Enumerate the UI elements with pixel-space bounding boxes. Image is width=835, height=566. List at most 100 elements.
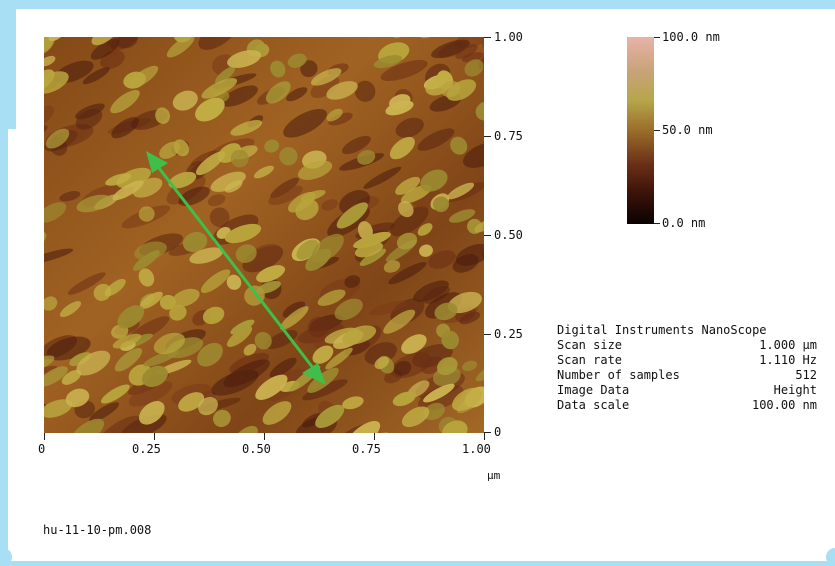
bottom-axis-tick (374, 433, 375, 440)
surface-grain (110, 89, 140, 114)
bottom-axis-tick (154, 433, 155, 440)
surface-grain (441, 330, 460, 350)
surface-grain (442, 420, 468, 433)
info-value: 1.110 Hz (759, 353, 817, 367)
surface-grain (395, 176, 421, 195)
info-label: Number of samples (557, 368, 680, 382)
right-axis-tick (484, 334, 491, 335)
right-axis-label: 0 (494, 425, 502, 439)
surface-grain (336, 202, 368, 229)
scan-info-block: Digital Instruments NanoScope Scan size 1… (557, 323, 817, 413)
surface-grain (202, 306, 225, 325)
surface-grains (44, 37, 484, 433)
surface-grain (195, 97, 225, 122)
colorbar-tick (654, 130, 660, 131)
surface-grain (389, 94, 411, 109)
surface-grain (310, 68, 342, 86)
surface-grain (44, 55, 56, 67)
surface-grain (128, 65, 159, 89)
surface-grain (210, 171, 246, 192)
surface-grain (230, 120, 263, 136)
info-label: Scan size (557, 338, 623, 352)
surface-grain (198, 396, 218, 416)
info-value: 512 (795, 368, 817, 382)
surface-grain (396, 232, 418, 250)
surface-grain (270, 60, 286, 78)
axis-unit-label: µm (487, 469, 501, 482)
bottom-axis-label: 0.25 (132, 442, 161, 456)
surface-shadow (75, 108, 103, 130)
surface-grain (446, 79, 477, 101)
arrow-head-end (302, 363, 326, 385)
surface-grain (112, 333, 142, 349)
info-row-image-data: Image Data Height (557, 383, 817, 398)
surface-grain (342, 396, 364, 410)
surface-grain (436, 357, 458, 376)
surface-grain (296, 239, 319, 260)
surface-grain (227, 50, 262, 68)
surface-grain (353, 37, 381, 40)
bottom-axis-tick (44, 433, 45, 440)
colorbar-min-label: 0.0 nm (662, 216, 706, 230)
surface-grain (300, 190, 326, 202)
surface-grain (374, 356, 390, 370)
surface-grain (212, 409, 231, 428)
surface-grain (169, 304, 187, 321)
surface-grain (69, 352, 92, 367)
surface-shadow (44, 365, 58, 384)
surface-grain (138, 268, 155, 287)
surface-grain (475, 362, 484, 382)
info-row-instrument: Digital Instruments NanoScope (557, 323, 817, 338)
info-label: Scan rate (557, 353, 623, 367)
surface-grain (65, 388, 90, 408)
surface-shadow (283, 108, 327, 138)
bottom-axis-tick (484, 433, 485, 440)
surface-shadow (431, 39, 470, 59)
surface-shadow (417, 128, 455, 151)
right-axis-label: 1.00 (494, 30, 523, 44)
surface-grain (116, 167, 151, 189)
surface-shadow (82, 67, 110, 85)
surface-grain (447, 182, 475, 200)
surface-grain (264, 139, 280, 153)
surface-grain (172, 90, 198, 111)
surface-shadow (307, 316, 330, 338)
surface-grain (326, 81, 358, 100)
right-axis-label: 0.25 (494, 327, 523, 341)
height-color-bar (627, 37, 654, 224)
surface-shadow (422, 286, 450, 304)
colorbar-tick (654, 223, 660, 224)
bottom-axis-tick (264, 433, 265, 440)
surface-grain (224, 180, 243, 193)
surface-grain (256, 280, 281, 294)
info-value: 100.00 nm (751, 398, 817, 412)
surface-shadow (455, 44, 478, 59)
surface-grain (44, 71, 69, 94)
bottom-axis-label: 0.50 (242, 442, 271, 456)
surface-grain (76, 350, 111, 376)
surface-grain (287, 53, 307, 68)
surface-grain (357, 150, 376, 165)
surface-grain (230, 149, 249, 168)
surface-grain (200, 269, 231, 294)
surface-grain (226, 274, 242, 290)
surface-grain (153, 332, 186, 355)
surface-shadow (250, 243, 282, 263)
surface-shadow (388, 262, 427, 285)
surface-grain (280, 306, 309, 330)
surface-grain (114, 347, 143, 372)
frame-corner-right (826, 548, 835, 566)
surface-grain (354, 241, 384, 258)
surface-grain (256, 265, 286, 283)
surface-grain (279, 147, 298, 166)
surface-grain (392, 391, 416, 407)
surface-shadow (428, 250, 456, 269)
surface-grain (226, 326, 253, 348)
surface-grain (195, 151, 226, 176)
surface-grain (417, 223, 433, 236)
colorbar-max-label: 100.0 nm (662, 30, 720, 44)
surface-shadow (341, 135, 371, 155)
afm-topography (44, 37, 484, 433)
surface-grain (423, 383, 455, 403)
surface-grain (462, 360, 478, 372)
